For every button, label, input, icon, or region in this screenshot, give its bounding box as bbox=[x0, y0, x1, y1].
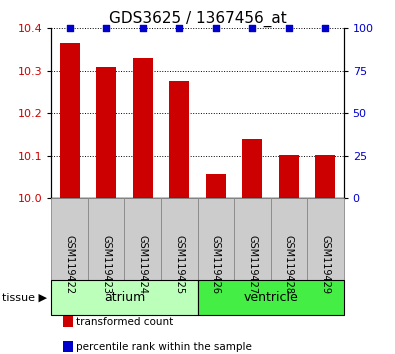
Bar bbox=[60, 43, 80, 198]
Text: transformed count: transformed count bbox=[76, 317, 173, 327]
Point bbox=[103, 25, 109, 31]
Text: GSM119426: GSM119426 bbox=[211, 235, 221, 294]
Text: GSM119425: GSM119425 bbox=[174, 235, 184, 294]
Text: GSM119422: GSM119422 bbox=[65, 235, 75, 294]
Text: tissue ▶: tissue ▶ bbox=[2, 292, 47, 302]
Point bbox=[66, 25, 73, 31]
Text: GSM119427: GSM119427 bbox=[247, 235, 257, 294]
Bar bbox=[169, 81, 189, 198]
Text: percentile rank within the sample: percentile rank within the sample bbox=[76, 342, 252, 352]
Bar bbox=[96, 67, 116, 198]
Bar bbox=[315, 155, 335, 198]
Text: GSM119429: GSM119429 bbox=[320, 235, 330, 294]
Bar bbox=[206, 173, 226, 198]
Point bbox=[249, 25, 256, 31]
Point bbox=[176, 25, 182, 31]
Title: GDS3625 / 1367456_at: GDS3625 / 1367456_at bbox=[109, 11, 286, 27]
Text: atrium: atrium bbox=[104, 291, 145, 304]
Bar bbox=[279, 155, 299, 198]
Bar bbox=[242, 139, 262, 198]
Text: GSM119423: GSM119423 bbox=[101, 235, 111, 294]
Point bbox=[213, 25, 219, 31]
Point bbox=[322, 25, 329, 31]
Point bbox=[286, 25, 292, 31]
Point bbox=[139, 25, 146, 31]
Text: GSM119424: GSM119424 bbox=[138, 235, 148, 294]
Text: GSM119428: GSM119428 bbox=[284, 235, 294, 294]
Text: ventricle: ventricle bbox=[243, 291, 298, 304]
Bar bbox=[133, 58, 153, 198]
